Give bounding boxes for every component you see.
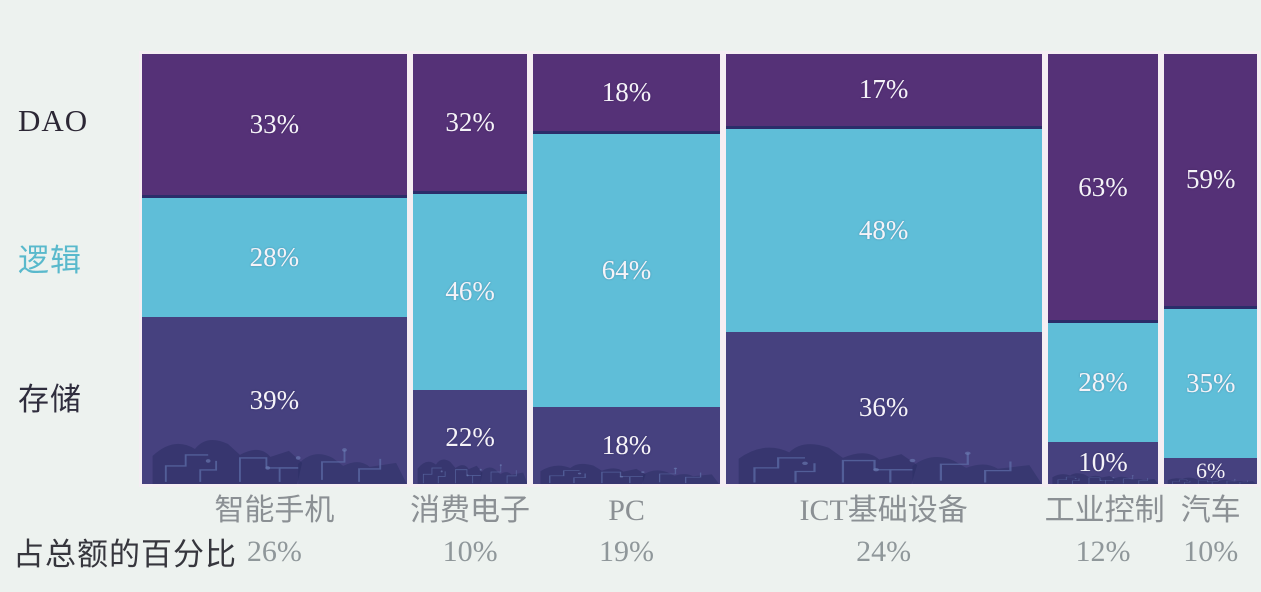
category-label: 汽车 [1180,494,1241,527]
segment-dao: 18% [533,54,720,134]
column-bars: 17% 48% 36% [722,51,1045,487]
segment-value-label: 17% [858,74,909,105]
segment-logic: 28% [142,197,407,318]
chart-column-消费电子: 32% 46% 22% 消费电子 10% [409,51,531,591]
segment-storage: 36% [725,331,1042,485]
category-share-label: 26% [246,535,302,568]
segment-storage: 10% [1047,441,1159,484]
segment-logic: 28% [1047,323,1159,442]
segment-value-label: 32% [445,106,495,137]
segment-value-label: 18% [601,430,652,461]
segment-storage: 22% [412,390,528,484]
category-share-label: 19% [599,535,655,568]
column-bars: 18% 64% 18% [530,51,723,487]
category-label: ICT基础设备 [799,494,968,527]
category-share-label: 24% [856,535,912,568]
segment-value-label: 28% [1078,367,1128,398]
row-label-dao: DAO [18,103,89,138]
segment-dao: 17% [725,54,1042,129]
segment-dao: 32% [412,54,528,194]
segment-value-label: 18% [601,76,652,107]
segment-value-label: 10% [1078,447,1128,478]
chart-column-汽车: 59% 35% 6% 汽车 10% [1161,51,1260,591]
segment-storage: 6% [1164,458,1257,485]
column-bars: 32% 46% 22% [409,51,531,487]
chart-column-工业控制: 63% 28% 10% 工业控制 12% [1044,51,1165,591]
segment-value-label: 39% [249,385,300,416]
segment-dao: 63% [1047,54,1159,324]
segment-logic: 46% [412,193,528,391]
columns: 33% 28% 39% 智能手机 26% 32% 46% 22% 消费电子 10% 18% 64% 18… [139,51,1260,591]
segment-value-label: 28% [249,242,300,273]
chart-column-智能手机: 33% 28% 39% 智能手机 26% [139,51,410,591]
share-axis-caption: 占总额的百分比 [13,537,237,572]
segment-logic: 64% [533,133,720,408]
chart-column-ICT基础设备: 17% 48% 36% ICT基础设备 24% [722,51,1045,591]
segment-value-label: 36% [858,392,909,423]
segment-value-label: 6% [1196,458,1226,484]
segment-value-label: 64% [601,255,652,285]
row-label-storage: 存储 [18,382,82,417]
row-label-logic: 逻辑 [18,243,82,278]
segment-value-label: 48% [858,214,909,245]
category-label: PC [608,494,645,527]
segment-value-label: 35% [1185,368,1236,399]
segment-logic: 48% [725,128,1042,332]
segment-storage: 18% [533,407,720,484]
segment-value-label: 63% [1078,171,1128,202]
chart-column-PC: 18% 64% 18% PC 19% [530,51,723,591]
category-share-label: 12% [1075,535,1131,568]
category-share-label: 10% [442,535,498,568]
category-label: 消费电子 [410,494,531,527]
category-share-label: 10% [1183,535,1239,568]
segment-value-label: 33% [249,108,300,139]
segment-storage: 39% [142,317,407,484]
segment-value-label: 46% [445,276,495,307]
segment-dao: 59% [1164,54,1257,309]
column-bars: 59% 35% 6% [1161,51,1260,487]
segment-value-label: 59% [1185,164,1236,195]
column-bars: 33% 28% 39% [139,51,410,487]
column-bars: 63% 28% 10% [1044,51,1162,487]
segment-value-label: 22% [445,421,495,452]
category-label: 工业控制 [1044,494,1165,527]
category-label: 智能手机 [214,494,335,527]
segment-dao: 33% [142,54,407,198]
segment-logic: 35% [1164,308,1257,459]
